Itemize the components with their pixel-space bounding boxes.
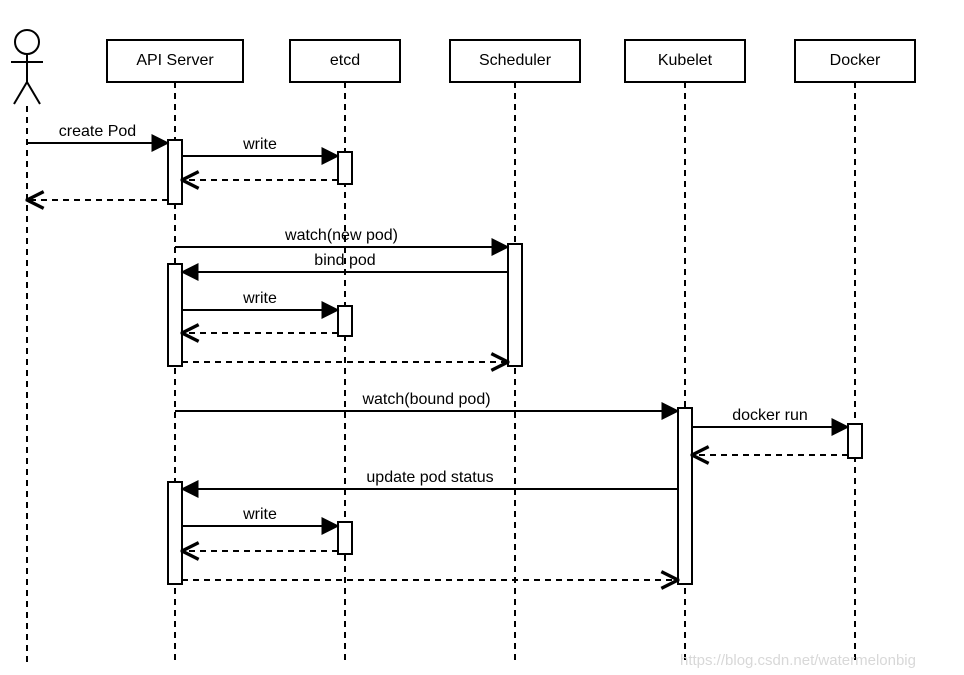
participant-label: etcd	[330, 52, 360, 69]
activation-etcd	[338, 306, 352, 336]
canvas-bg	[0, 0, 964, 675]
activation-sch	[508, 244, 522, 366]
participant-label: API Server	[136, 52, 214, 69]
message-label: docker run	[732, 407, 808, 424]
activation-kub	[678, 408, 692, 584]
sequence-diagram: API Server etcd Scheduler Kubelet Docker crea…	[0, 0, 964, 675]
message-label: write	[242, 506, 277, 523]
message-label: write	[242, 136, 277, 153]
message-label: bind pod	[314, 252, 375, 269]
activation-etcd	[338, 522, 352, 554]
activation-api	[168, 264, 182, 366]
activation-dock	[848, 424, 862, 458]
message-label: write	[242, 290, 277, 307]
participant-label: Scheduler	[479, 52, 552, 69]
activation-api	[168, 482, 182, 584]
message-label: update pod status	[366, 469, 493, 486]
message-label: watch(new pod)	[284, 227, 398, 244]
participant-label: Kubelet	[658, 52, 713, 69]
activation-api	[168, 140, 182, 204]
message-label: watch(bound pod)	[361, 391, 490, 408]
participant-label: Docker	[830, 52, 881, 69]
message-label: create Pod	[59, 123, 136, 140]
activation-etcd	[338, 152, 352, 184]
